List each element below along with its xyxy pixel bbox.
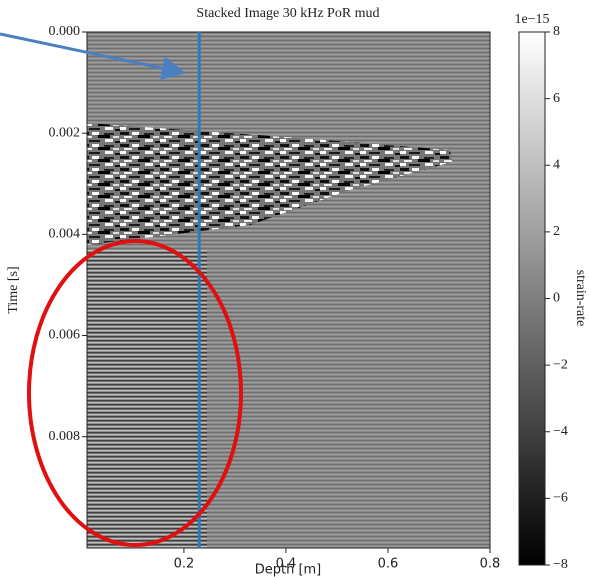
colorbar-tick-label: 6: [553, 91, 560, 106]
colorbar-label: strain-rate: [573, 270, 588, 327]
colorbar-tick-label: −4: [553, 424, 568, 439]
image-area: [86, 31, 491, 549]
y-axis-label: Time [s]: [6, 266, 21, 313]
annotation-arrow: [0, 32, 186, 81]
plot-frame: [86, 31, 491, 549]
colorbar-tick-label: 2: [553, 224, 560, 239]
y-tick-label: 0.000: [49, 24, 81, 39]
image-stripes: [87, 250, 207, 548]
colorbar-tick-label: 0: [553, 291, 560, 306]
y-tick-label: 0.008: [49, 429, 81, 444]
x-tick-label: 0.4: [276, 557, 297, 572]
colorbar-tick-label: −2: [553, 357, 568, 372]
image-noise: [87, 123, 452, 245]
y-tick-label: 0.002: [49, 125, 81, 140]
colorbar-offset: 1e−15: [514, 12, 549, 27]
colorbar-tick-label: 4: [553, 157, 560, 172]
y-tick-label: 0.004: [49, 227, 81, 242]
x-tick-label: 0.2: [174, 557, 195, 572]
annotation-ellipse: [27, 239, 243, 547]
chart-title: Stacked Image 30 kHz PoR mud: [196, 6, 379, 21]
x-axis-label: Depth [m]: [255, 563, 322, 577]
colorbar-tick-label: −8: [553, 557, 568, 572]
colorbar: [518, 31, 546, 566]
x-tick-label: 0.8: [480, 557, 501, 572]
x-tick-label: 0.6: [378, 557, 399, 572]
colorbar-tick-label: −6: [553, 491, 568, 506]
colorbar-tick-label: 8: [553, 24, 560, 39]
y-tick-label: 0.006: [49, 328, 81, 343]
